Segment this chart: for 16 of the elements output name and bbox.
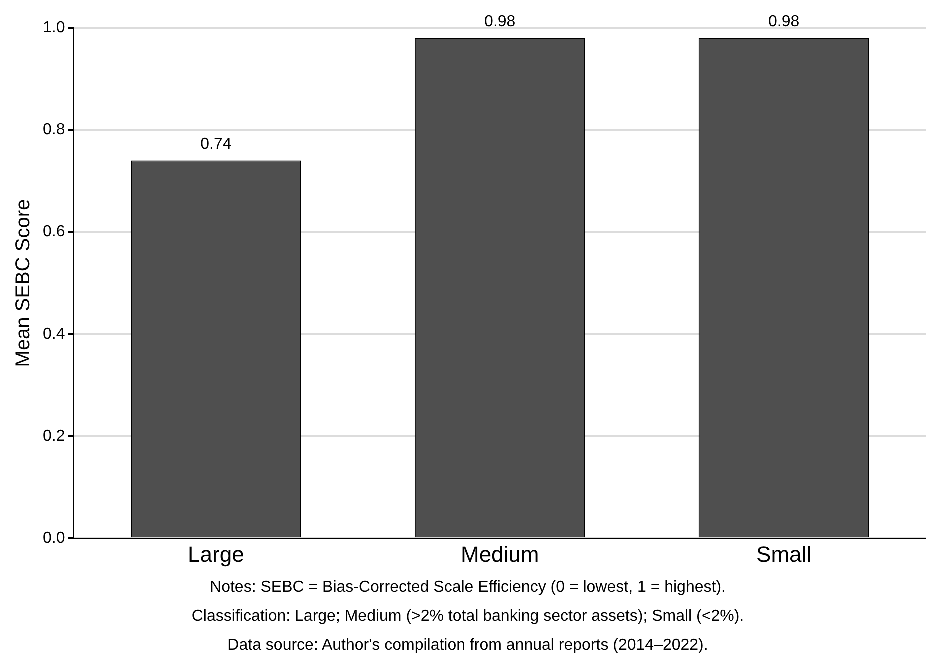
- y-tick-label: 1.0: [42, 19, 66, 36]
- source-note: Data source: Author's compilation from annual reports (2014–2022).: [226, 636, 710, 656]
- y-tick-label: 0.0: [42, 530, 66, 548]
- data-label: 0.98: [768, 14, 800, 31]
- y-tick-label: 0.2: [42, 428, 66, 445]
- data-label: 0.74: [200, 136, 232, 154]
- x-tick-label: Medium: [460, 542, 540, 567]
- x-tick-label: Large: [188, 542, 244, 567]
- text: Classification: Large; Medium (>2% total banking sector assets); Small (<2%).: [190, 607, 746, 627]
- data-label: 0.98: [484, 14, 516, 31]
- x-tick-label: Small: [756, 542, 812, 567]
- text: Notes: SEBC = Bias-Corrected Scale Efficiency (0 = lowest, 1 = highest).: [209, 578, 727, 598]
- y-tick-label: 0.8: [42, 122, 66, 139]
- y-axis-title: Mean SEBC Score: [12, 199, 35, 368]
- y-tick-label: 0.4: [42, 326, 66, 343]
- y-tick-label: 0.6: [42, 224, 66, 241]
